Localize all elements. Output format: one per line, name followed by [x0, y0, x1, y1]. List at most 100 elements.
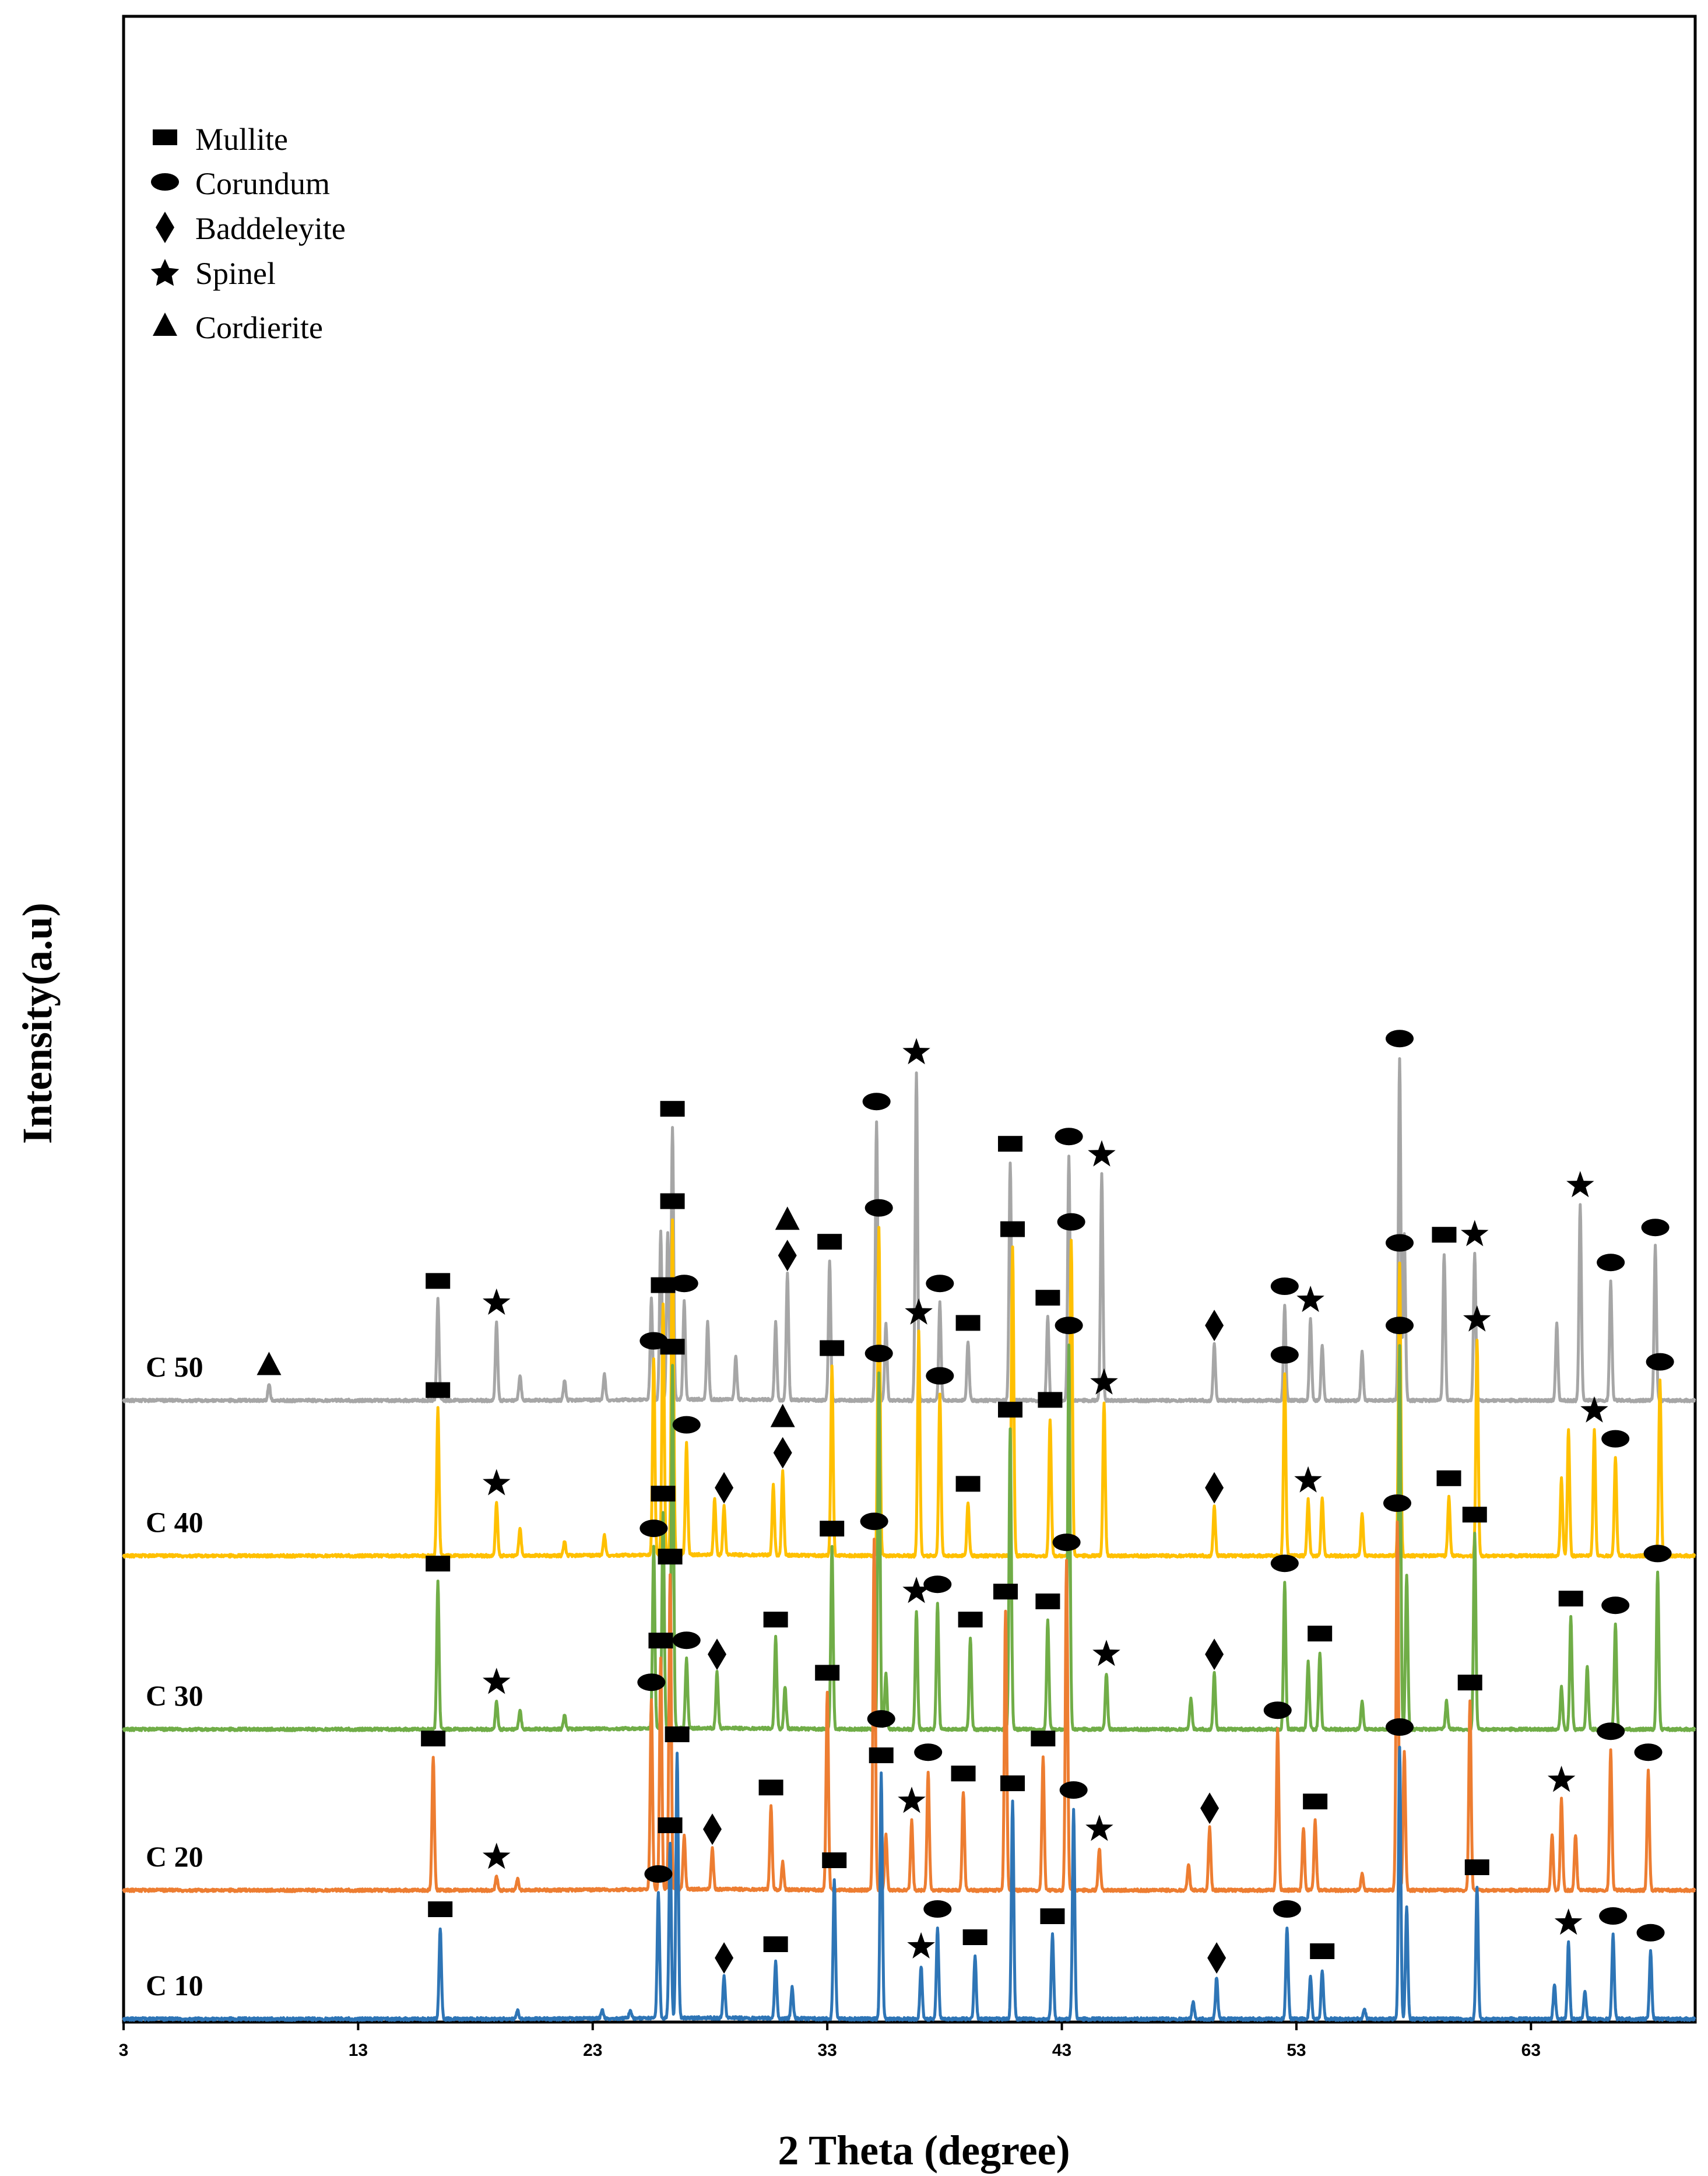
spinel-marker	[1088, 1140, 1116, 1167]
corundum-marker	[1057, 1213, 1085, 1231]
corundum-marker	[1597, 1722, 1625, 1740]
baddeleyite-marker	[715, 1942, 734, 1974]
phase-markers	[256, 1030, 1674, 1974]
series-line-c40	[122, 1218, 1696, 1559]
x-tick-label: 53	[1287, 2041, 1306, 2060]
legend-label-corundum: Corundum	[195, 166, 330, 201]
corundum-marker	[1643, 1545, 1672, 1563]
spinel-marker	[1294, 1466, 1322, 1493]
mullite-marker	[1040, 1908, 1065, 1924]
y-axis-title: Intensity(a.u)	[14, 903, 61, 1144]
corundum-marker	[926, 1367, 954, 1385]
corundum-marker	[1636, 1924, 1665, 1942]
corundum-marker	[1385, 1718, 1414, 1736]
mullite-marker	[763, 1936, 788, 1952]
corundum-marker	[1634, 1743, 1663, 1761]
corundum-marker	[639, 1519, 668, 1538]
legend-label-mullite: Mullite	[195, 122, 288, 157]
corundum-marker	[1273, 1900, 1301, 1918]
baddeleyite-marker	[715, 1472, 734, 1504]
corundum-marker	[923, 1900, 952, 1918]
mullite-marker	[1436, 1470, 1461, 1486]
mullite-marker	[869, 1747, 894, 1763]
corundum-marker	[860, 1512, 888, 1531]
baddeleyite-marker	[1205, 1310, 1224, 1342]
series-label: C 10	[146, 1969, 203, 2002]
legend-item-corundum: Corundum	[151, 166, 330, 201]
x-tick-label: 13	[349, 2041, 368, 2060]
corundum-marker	[637, 1673, 666, 1691]
mullite-marker	[815, 1665, 840, 1681]
mullite-marker	[1038, 1392, 1063, 1408]
mullite-marker	[1035, 1594, 1060, 1609]
corundum-marker	[1385, 1030, 1414, 1048]
spinel-marker	[483, 1842, 511, 1869]
mullite-marker	[1035, 1290, 1060, 1306]
x-axis-ticks: 3 13 23 33 43 53 63	[119, 2022, 1541, 2060]
baddeleyite-marker	[1207, 1942, 1226, 1974]
series-labels: C 50 C 40 C 30 C 20 C 10	[146, 1350, 203, 2002]
mullite-marker	[955, 1315, 980, 1331]
corundum-marker	[914, 1743, 943, 1761]
mullite-marker	[651, 1277, 676, 1293]
baddeleyite-marker	[773, 1437, 792, 1469]
cordierite-marker	[256, 1352, 282, 1375]
mullite-marker	[1031, 1731, 1056, 1747]
series-label: C 30	[146, 1679, 203, 1712]
mullite-marker	[426, 1556, 451, 1572]
series-lines	[122, 1057, 1696, 2022]
mullite-marker	[1558, 1591, 1583, 1607]
mullite-marker	[998, 1402, 1023, 1418]
baddeleyite-marker	[702, 1813, 722, 1845]
x-tick-label: 43	[1052, 2041, 1071, 2060]
series-line-c50	[122, 1057, 1696, 1403]
legend-label-cordierite: Cordierite	[195, 310, 323, 345]
legend-diamond-icon	[156, 212, 174, 243]
spinel-marker	[483, 1288, 511, 1315]
mullite-marker	[660, 1101, 685, 1117]
corundum-marker	[1601, 1596, 1630, 1615]
mullite-marker	[958, 1612, 983, 1628]
spinel-marker	[1461, 1220, 1489, 1247]
corundum-marker	[1270, 1554, 1299, 1573]
x-tick-label: 3	[119, 2041, 129, 2060]
baddeleyite-marker	[1200, 1792, 1220, 1824]
x-tick-label: 23	[583, 2041, 602, 2060]
series-label: C 40	[146, 1506, 203, 1539]
legend-ellipse-icon	[151, 173, 179, 191]
mullite-marker	[1464, 1859, 1489, 1875]
legend-item-spinel: Spinel	[150, 256, 276, 291]
spinel-marker	[1547, 1766, 1576, 1792]
mullite-marker	[665, 1726, 690, 1742]
legend-rectangle-icon	[153, 129, 177, 145]
mullite-marker	[1000, 1221, 1025, 1237]
legend-item-cordierite: Cordierite	[153, 310, 323, 345]
corundum-marker	[1383, 1494, 1411, 1512]
mullite-marker	[651, 1486, 676, 1502]
x-tick-label: 63	[1521, 2041, 1541, 2060]
spinel-marker	[1566, 1171, 1594, 1198]
mullite-marker	[822, 1852, 847, 1868]
baddeleyite-marker	[1205, 1472, 1224, 1504]
series-label: C 20	[146, 1840, 203, 1873]
legend-item-mullite: Mullite	[153, 122, 288, 157]
spinel-marker	[907, 1932, 935, 1959]
mullite-marker	[660, 1193, 685, 1209]
corundum-marker	[1646, 1353, 1674, 1371]
legend-triangle-icon	[153, 313, 177, 336]
baddeleyite-marker	[778, 1240, 797, 1272]
cordierite-marker	[770, 1403, 795, 1427]
corundum-marker	[1385, 1317, 1414, 1335]
mullite-marker	[998, 1136, 1023, 1152]
corundum-marker	[1263, 1701, 1292, 1719]
corundum-marker	[672, 1631, 701, 1649]
corundum-marker	[923, 1575, 952, 1594]
spinel-marker	[898, 1787, 926, 1813]
mullite-marker	[426, 1382, 451, 1398]
corundum-marker	[644, 1865, 673, 1883]
spinel-marker	[1092, 1640, 1120, 1666]
legend-item-baddeleyite: Baddeleyite	[156, 211, 346, 246]
spinel-marker	[1296, 1286, 1324, 1312]
baddeleyite-marker	[708, 1638, 727, 1670]
